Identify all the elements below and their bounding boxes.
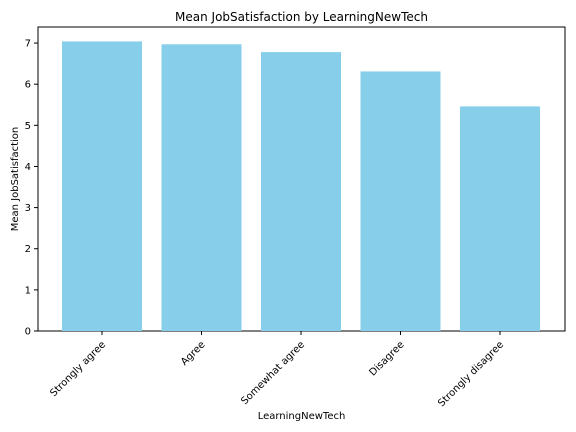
x-tick-label: Strongly disagree xyxy=(436,339,506,409)
y-tick-label: 6 xyxy=(25,80,31,91)
y-tick-label: 3 xyxy=(25,203,31,214)
x-tick-label: Strongly agree xyxy=(48,339,108,399)
y-tick-label: 0 xyxy=(25,327,31,338)
y-tick-label: 1 xyxy=(25,285,31,296)
y-axis-label: Mean JobSatisfaction xyxy=(10,127,21,232)
x-tick-label: Disagree xyxy=(367,339,406,378)
bar-agree xyxy=(161,44,242,331)
y-tick-label: 7 xyxy=(25,39,31,50)
bar-strongly-disagree xyxy=(460,106,540,332)
bars-group xyxy=(62,41,540,332)
x-axis-label: LearningNewTech xyxy=(258,411,346,422)
x-tick-label: Somewhat agree xyxy=(239,339,307,407)
bar-somewhat-agree xyxy=(261,52,341,331)
y-tick-label: 2 xyxy=(25,244,31,255)
x-axis: Strongly agree Agree Somewhat agree Disagre… xyxy=(48,331,506,409)
x-tick-label: Agree xyxy=(179,339,208,368)
y-tick-label: 4 xyxy=(25,162,31,173)
chart-title: Mean JobSatisfaction by LearningNewTech xyxy=(175,10,428,24)
bar-strongly-agree xyxy=(62,41,142,332)
y-axis: 0 1 2 3 4 5 6 7 xyxy=(25,39,38,338)
y-tick-label: 5 xyxy=(25,121,31,132)
bar-disagree xyxy=(360,71,441,331)
